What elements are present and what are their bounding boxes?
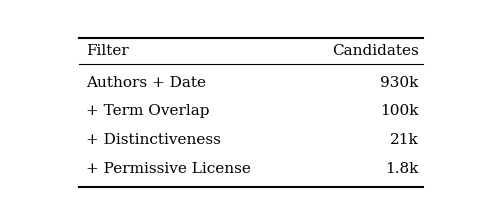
Text: Authors + Date: Authors + Date (86, 76, 206, 90)
Text: Candidates: Candidates (332, 44, 419, 58)
Text: 100k: 100k (380, 104, 419, 118)
Text: 21k: 21k (390, 133, 419, 147)
Text: + Term Overlap: + Term Overlap (86, 104, 210, 118)
Text: 930k: 930k (380, 76, 419, 90)
Text: Filter: Filter (86, 44, 129, 58)
Text: 1.8k: 1.8k (386, 162, 419, 176)
Text: + Permissive License: + Permissive License (86, 162, 251, 176)
Text: + Distinctiveness: + Distinctiveness (86, 133, 221, 147)
